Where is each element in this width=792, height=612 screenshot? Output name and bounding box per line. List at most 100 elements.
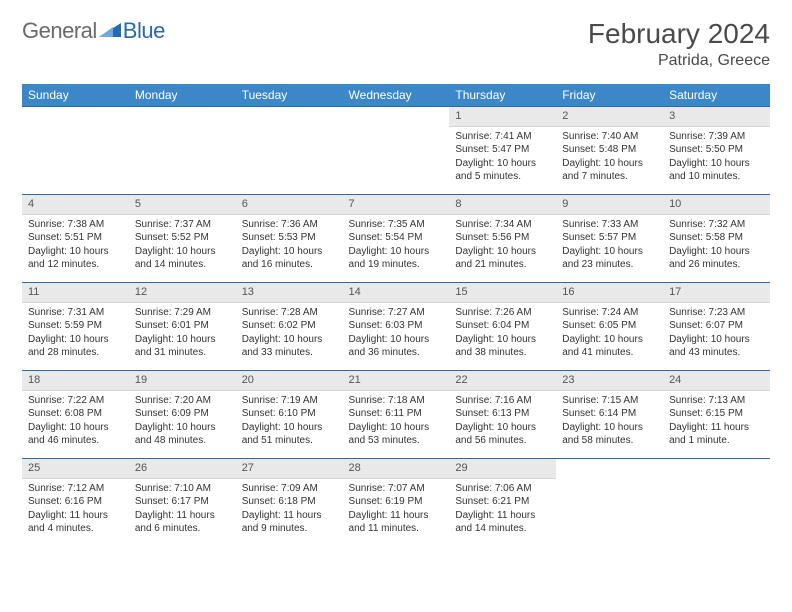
calendar-row: 18Sunrise: 7:22 AMSunset: 6:08 PMDayligh…: [22, 371, 770, 459]
day-info: Sunrise: 7:23 AMSunset: 6:07 PMDaylight:…: [663, 303, 770, 364]
day-number: 11: [22, 283, 129, 303]
sunset-text: Sunset: 6:01 PM: [135, 319, 230, 333]
day-number: 10: [663, 195, 770, 215]
logo-text-blue: Blue: [123, 18, 165, 44]
calendar-cell: 8Sunrise: 7:34 AMSunset: 5:56 PMDaylight…: [449, 195, 556, 283]
day-info: Sunrise: 7:18 AMSunset: 6:11 PMDaylight:…: [343, 391, 450, 452]
sunset-text: Sunset: 6:11 PM: [349, 407, 444, 421]
daylight-text: Daylight: 10 hours and 56 minutes.: [455, 421, 550, 448]
sunset-text: Sunset: 5:59 PM: [28, 319, 123, 333]
calendar-cell: 5Sunrise: 7:37 AMSunset: 5:52 PMDaylight…: [129, 195, 236, 283]
daylight-text: Daylight: 10 hours and 33 minutes.: [242, 333, 337, 360]
month-title: February 2024: [588, 18, 770, 50]
daylight-text: Daylight: 10 hours and 14 minutes.: [135, 245, 230, 272]
daylight-text: Daylight: 10 hours and 43 minutes.: [669, 333, 764, 360]
calendar-cell: 26Sunrise: 7:10 AMSunset: 6:17 PMDayligh…: [129, 459, 236, 547]
sunset-text: Sunset: 6:21 PM: [455, 495, 550, 509]
weekday-header: Sunday: [22, 84, 129, 107]
calendar-cell: ..: [236, 107, 343, 195]
day-number: 3: [663, 107, 770, 127]
day-info: Sunrise: 7:10 AMSunset: 6:17 PMDaylight:…: [129, 479, 236, 540]
sunset-text: Sunset: 6:09 PM: [135, 407, 230, 421]
sunrise-text: Sunrise: 7:10 AM: [135, 482, 230, 496]
sunset-text: Sunset: 5:57 PM: [562, 231, 657, 245]
sunrise-text: Sunrise: 7:37 AM: [135, 218, 230, 232]
day-info: Sunrise: 7:37 AMSunset: 5:52 PMDaylight:…: [129, 215, 236, 276]
day-info: Sunrise: 7:40 AMSunset: 5:48 PMDaylight:…: [556, 127, 663, 188]
day-number: 29: [449, 459, 556, 479]
sunrise-text: Sunrise: 7:13 AM: [669, 394, 764, 408]
day-info: Sunrise: 7:28 AMSunset: 6:02 PMDaylight:…: [236, 303, 343, 364]
day-info: Sunrise: 7:16 AMSunset: 6:13 PMDaylight:…: [449, 391, 556, 452]
sunset-text: Sunset: 5:52 PM: [135, 231, 230, 245]
weekday-header-row: Sunday Monday Tuesday Wednesday Thursday…: [22, 84, 770, 107]
daylight-text: Daylight: 10 hours and 19 minutes.: [349, 245, 444, 272]
calendar-row: 25Sunrise: 7:12 AMSunset: 6:16 PMDayligh…: [22, 459, 770, 547]
sunrise-text: Sunrise: 7:27 AM: [349, 306, 444, 320]
day-number: 16: [556, 283, 663, 303]
daylight-text: Daylight: 10 hours and 58 minutes.: [562, 421, 657, 448]
calendar-cell: ..: [663, 459, 770, 547]
sunrise-text: Sunrise: 7:28 AM: [242, 306, 337, 320]
sunset-text: Sunset: 5:53 PM: [242, 231, 337, 245]
sunrise-text: Sunrise: 7:34 AM: [455, 218, 550, 232]
calendar-cell: 27Sunrise: 7:09 AMSunset: 6:18 PMDayligh…: [236, 459, 343, 547]
calendar-cell: 16Sunrise: 7:24 AMSunset: 6:05 PMDayligh…: [556, 283, 663, 371]
sunset-text: Sunset: 6:19 PM: [349, 495, 444, 509]
sunset-text: Sunset: 6:07 PM: [669, 319, 764, 333]
day-info: Sunrise: 7:34 AMSunset: 5:56 PMDaylight:…: [449, 215, 556, 276]
day-number: 24: [663, 371, 770, 391]
daylight-text: Daylight: 11 hours and 1 minute.: [669, 421, 764, 448]
day-info: Sunrise: 7:06 AMSunset: 6:21 PMDaylight:…: [449, 479, 556, 540]
daylight-text: Daylight: 10 hours and 28 minutes.: [28, 333, 123, 360]
daylight-text: Daylight: 11 hours and 4 minutes.: [28, 509, 123, 536]
calendar-cell: 20Sunrise: 7:19 AMSunset: 6:10 PMDayligh…: [236, 371, 343, 459]
calendar-cell: 2Sunrise: 7:40 AMSunset: 5:48 PMDaylight…: [556, 107, 663, 195]
day-number: 2: [556, 107, 663, 127]
daylight-text: Daylight: 10 hours and 10 minutes.: [669, 157, 764, 184]
weekday-header: Tuesday: [236, 84, 343, 107]
day-info: Sunrise: 7:27 AMSunset: 6:03 PMDaylight:…: [343, 303, 450, 364]
sunset-text: Sunset: 6:02 PM: [242, 319, 337, 333]
calendar-cell: 6Sunrise: 7:36 AMSunset: 5:53 PMDaylight…: [236, 195, 343, 283]
day-info: Sunrise: 7:39 AMSunset: 5:50 PMDaylight:…: [663, 127, 770, 188]
daylight-text: Daylight: 10 hours and 46 minutes.: [28, 421, 123, 448]
day-info: Sunrise: 7:09 AMSunset: 6:18 PMDaylight:…: [236, 479, 343, 540]
sunrise-text: Sunrise: 7:23 AM: [669, 306, 764, 320]
day-info: Sunrise: 7:19 AMSunset: 6:10 PMDaylight:…: [236, 391, 343, 452]
sunrise-text: Sunrise: 7:39 AM: [669, 130, 764, 144]
sunset-text: Sunset: 6:14 PM: [562, 407, 657, 421]
sunrise-text: Sunrise: 7:07 AM: [349, 482, 444, 496]
weekday-header: Thursday: [449, 84, 556, 107]
sunrise-text: Sunrise: 7:40 AM: [562, 130, 657, 144]
day-number: 1: [449, 107, 556, 127]
daylight-text: Daylight: 10 hours and 21 minutes.: [455, 245, 550, 272]
sunrise-text: Sunrise: 7:20 AM: [135, 394, 230, 408]
day-number: 25: [22, 459, 129, 479]
day-number: 7: [343, 195, 450, 215]
sunrise-text: Sunrise: 7:16 AM: [455, 394, 550, 408]
sunrise-text: Sunrise: 7:22 AM: [28, 394, 123, 408]
day-info: Sunrise: 7:33 AMSunset: 5:57 PMDaylight:…: [556, 215, 663, 276]
sunset-text: Sunset: 5:56 PM: [455, 231, 550, 245]
calendar-table: Sunday Monday Tuesday Wednesday Thursday…: [22, 84, 770, 547]
calendar-cell: ..: [556, 459, 663, 547]
day-info: Sunrise: 7:20 AMSunset: 6:09 PMDaylight:…: [129, 391, 236, 452]
calendar-cell: 3Sunrise: 7:39 AMSunset: 5:50 PMDaylight…: [663, 107, 770, 195]
calendar-cell: 28Sunrise: 7:07 AMSunset: 6:19 PMDayligh…: [343, 459, 450, 547]
sunset-text: Sunset: 6:05 PM: [562, 319, 657, 333]
calendar-cell: ..: [343, 107, 450, 195]
daylight-text: Daylight: 10 hours and 38 minutes.: [455, 333, 550, 360]
day-info: Sunrise: 7:35 AMSunset: 5:54 PMDaylight:…: [343, 215, 450, 276]
calendar-cell: ..: [129, 107, 236, 195]
day-number: 18: [22, 371, 129, 391]
calendar-cell: 11Sunrise: 7:31 AMSunset: 5:59 PMDayligh…: [22, 283, 129, 371]
day-number: 9: [556, 195, 663, 215]
sunset-text: Sunset: 6:17 PM: [135, 495, 230, 509]
sunset-text: Sunset: 5:54 PM: [349, 231, 444, 245]
sunset-text: Sunset: 5:51 PM: [28, 231, 123, 245]
calendar-cell: 7Sunrise: 7:35 AMSunset: 5:54 PMDaylight…: [343, 195, 450, 283]
day-number: 4: [22, 195, 129, 215]
day-info: Sunrise: 7:38 AMSunset: 5:51 PMDaylight:…: [22, 215, 129, 276]
day-info: Sunrise: 7:24 AMSunset: 6:05 PMDaylight:…: [556, 303, 663, 364]
